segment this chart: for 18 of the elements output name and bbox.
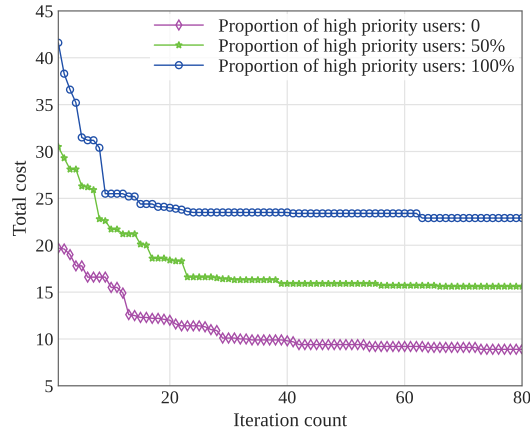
y-tick-label: 40 [36, 52, 53, 64]
x-tick-label: 20 [162, 391, 178, 404]
legend-label: Proportion of high priority users: 50% [218, 38, 505, 56]
x-axis-title: Iteration count [234, 413, 348, 426]
legend-label: Proportion of high priority users: 100% [218, 58, 514, 76]
y-tick-label: 35 [36, 98, 53, 112]
y-tick-label: 5 [45, 380, 53, 392]
x-tick-label: 80 [514, 391, 530, 404]
y-tick-label: 25 [36, 192, 53, 205]
y-tick-label: 15 [36, 286, 53, 299]
x-tick-label: 40 [278, 391, 296, 404]
y-tick-label: 20 [36, 240, 53, 252]
y-tick-label: 10 [36, 333, 53, 346]
x-tick-label: 60 [396, 391, 413, 404]
legend-label: Proportion of high priority users: 0 [218, 18, 480, 36]
y-axis-title: Total cost [12, 160, 26, 236]
y-tick-label: 30 [36, 146, 53, 158]
y-tick-label: 45 [36, 5, 53, 18]
